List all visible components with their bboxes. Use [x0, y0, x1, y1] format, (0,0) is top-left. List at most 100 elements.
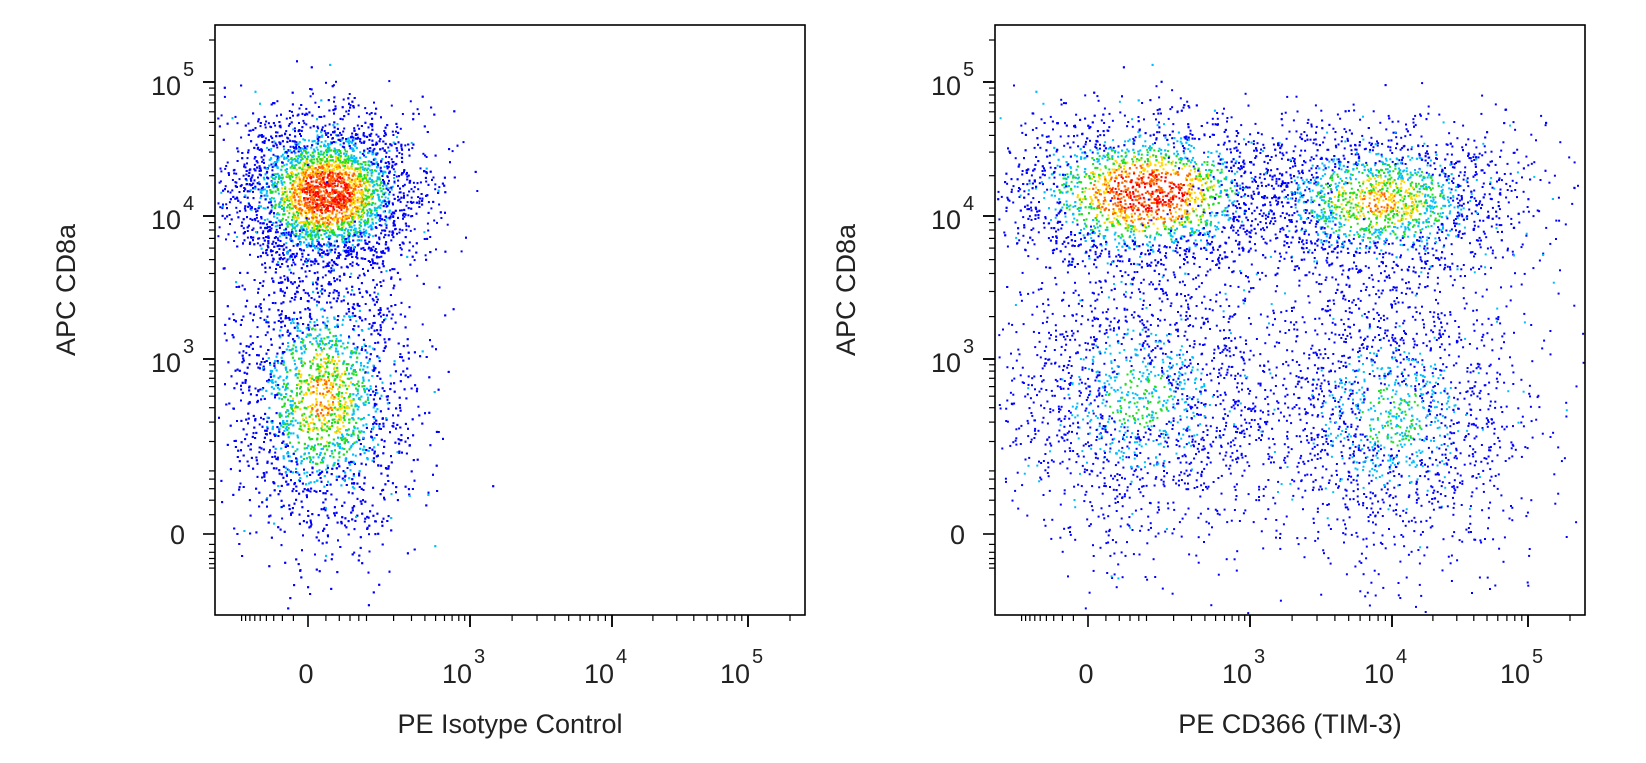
event-dot [392, 168, 395, 171]
event-dot [284, 234, 287, 237]
event-dot [350, 147, 353, 150]
event-dot [315, 174, 318, 177]
event-dot [344, 155, 347, 158]
event-dot [350, 159, 353, 162]
event-dot [319, 180, 322, 183]
event-dot [275, 242, 277, 245]
event-dot [328, 147, 331, 150]
event-dot [439, 211, 442, 214]
event-dot [282, 199, 285, 201]
event-dot [316, 176, 318, 179]
event-dot [384, 247, 387, 250]
event-dot [278, 227, 281, 229]
event-dot [350, 225, 353, 228]
event-dot [344, 211, 347, 214]
event-dot [275, 144, 278, 147]
event-dot [336, 209, 339, 212]
event-dot [346, 197, 349, 200]
event-dot [313, 229, 316, 232]
event-dot [425, 156, 428, 158]
event-dot [394, 163, 397, 166]
event-dot [254, 127, 257, 130]
event-dot [244, 209, 247, 212]
event-dot [237, 216, 240, 219]
event-dot [315, 216, 318, 219]
event-dot [277, 192, 280, 195]
event-dot [338, 216, 341, 219]
event-dot [368, 113, 371, 116]
event-dot [372, 222, 375, 225]
event-dot [378, 199, 381, 202]
event-dot [313, 231, 316, 233]
event-dot [342, 211, 345, 214]
event-dot [298, 107, 301, 110]
event-dot [364, 185, 367, 187]
event-dot [305, 204, 308, 207]
event-dot [319, 173, 322, 176]
event-dot [252, 236, 255, 239]
event-dot [350, 166, 353, 169]
event-dot [360, 163, 363, 166]
event-dot [297, 150, 300, 153]
event-dot [257, 135, 260, 138]
event-dot [276, 146, 279, 149]
event-dot [235, 286, 238, 288]
event-dot [276, 217, 279, 220]
event-dot [248, 243, 251, 245]
event-dot [354, 179, 356, 182]
event-dot [433, 113, 436, 116]
event-dot [263, 154, 266, 157]
event-dot [368, 133, 371, 136]
event-dot [366, 168, 368, 171]
event-dot [338, 190, 341, 193]
event-dot [334, 165, 337, 168]
event-dot [288, 257, 291, 260]
event-dot [291, 192, 294, 195]
event-dot [270, 204, 273, 207]
event-dot [289, 139, 291, 142]
event-dot [331, 159, 334, 162]
event-dot [368, 177, 371, 180]
event-dot [287, 250, 290, 253]
event-dot [327, 183, 330, 186]
event-dot [367, 196, 370, 199]
event-dot [291, 103, 294, 106]
event-dot [375, 133, 378, 136]
event-dot [350, 154, 353, 157]
event-dot [276, 231, 279, 234]
event-dot [374, 216, 377, 219]
event-dot [437, 191, 440, 194]
event-dot [382, 250, 385, 253]
event-dot [370, 210, 373, 213]
event-dot [335, 134, 338, 137]
event-dot [273, 181, 276, 184]
event-dot [327, 165, 330, 168]
event-dot [362, 198, 365, 201]
event-dot [310, 146, 313, 149]
event-dot [333, 182, 336, 185]
event-dot [250, 140, 253, 143]
event-dot [263, 140, 266, 143]
event-dot [297, 195, 300, 198]
event-dot [278, 224, 281, 227]
event-dot [241, 152, 244, 154]
event-dot [338, 149, 340, 152]
event-dot [300, 225, 303, 228]
event-dot [318, 181, 321, 184]
event-dot [312, 187, 315, 190]
event-dot [393, 197, 396, 200]
event-dot [301, 179, 304, 182]
event-dot [257, 287, 260, 290]
event-dot [314, 101, 317, 104]
event-dot [252, 239, 254, 242]
event-dot [385, 187, 388, 190]
event-dot [421, 203, 424, 206]
event-dot [362, 161, 365, 164]
event-dot [379, 169, 382, 171]
event-dot [376, 152, 379, 155]
event-dot [327, 217, 330, 219]
event-dot [311, 216, 314, 219]
event-dot [320, 99, 323, 102]
event-dot [350, 229, 352, 232]
event-dot [335, 174, 338, 177]
